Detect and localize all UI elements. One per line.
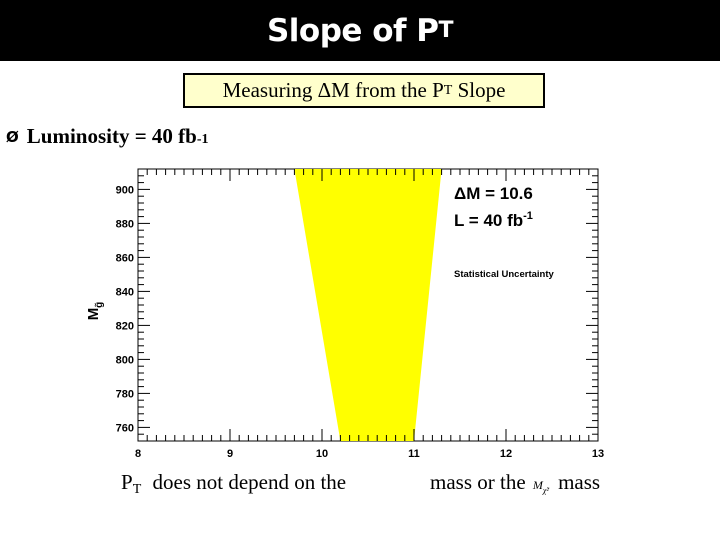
y-tick-label: 760 xyxy=(116,422,134,434)
neutralino-symbol-sub: χ̃² xyxy=(542,486,549,495)
subtitle-after: Slope xyxy=(452,78,506,102)
y-axis-label-sub: g̃ xyxy=(94,302,105,308)
caption-part2: mass or the xyxy=(430,470,526,494)
x-tick-label: 10 xyxy=(316,448,328,460)
bullet-text: Luminosity = 40 fb xyxy=(26,124,197,148)
luminosity-bullet: Ø Luminosity = 40 fb -1 xyxy=(6,124,209,148)
x-tick-label: 9 xyxy=(227,448,233,460)
y-tick-label: 780 xyxy=(116,388,134,400)
arrow-bullet-icon: Ø xyxy=(6,128,19,146)
x-tick-label: 8 xyxy=(135,448,141,460)
annotation-delta-m: ΔM = 10.6 xyxy=(454,184,533,203)
subtitle-delta: Δ xyxy=(317,78,332,102)
annotation-luminosity-sup: -1 xyxy=(523,210,533,222)
axis-ticks xyxy=(137,168,599,442)
annotation-statistical: Statistical Uncertainty xyxy=(454,269,554,280)
y-tick-label: 840 xyxy=(116,286,134,298)
y-axis-label: Mg̃ xyxy=(85,302,105,321)
x-tick-label: 12 xyxy=(500,448,512,460)
y-tick-label: 860 xyxy=(116,252,134,264)
caption-p: P xyxy=(121,470,133,494)
x-tick-label: 11 xyxy=(408,448,420,460)
y-tick-labels: 900 880 860 840 820 800 780 760 xyxy=(116,184,134,434)
caption-t: T xyxy=(132,482,142,497)
y-axis-label-main: M xyxy=(85,308,102,321)
subtitle-mid: M from the P xyxy=(331,78,444,102)
caption-part1: does not depend on the xyxy=(152,470,347,494)
caption-right: mass or the Mχ̃² mass xyxy=(430,470,600,495)
y-tick-label: 880 xyxy=(116,218,134,230)
slide-title-main: Slope of P xyxy=(266,12,439,49)
subtitle-before: Measuring xyxy=(222,78,318,102)
caption-left: PT does not depend on the xyxy=(121,470,347,497)
neutralino-symbol: Mχ̃² xyxy=(532,478,549,495)
y-tick-label: 900 xyxy=(116,184,134,196)
x-tick-label: 13 xyxy=(592,448,604,460)
uncertainty-band xyxy=(294,169,442,441)
annotation-luminosity: L = 40 fb-1 xyxy=(454,210,533,230)
uncertainty-band-group xyxy=(294,169,442,441)
caption-part3: mass xyxy=(558,470,601,494)
y-tick-label: 820 xyxy=(116,320,134,332)
y-tick-label: 800 xyxy=(116,354,134,366)
x-tick-labels: 8 9 10 11 12 13 xyxy=(135,448,604,460)
annotation-luminosity-main: L = 40 fb xyxy=(454,211,523,230)
neutralino-symbol-m: M xyxy=(532,478,543,492)
